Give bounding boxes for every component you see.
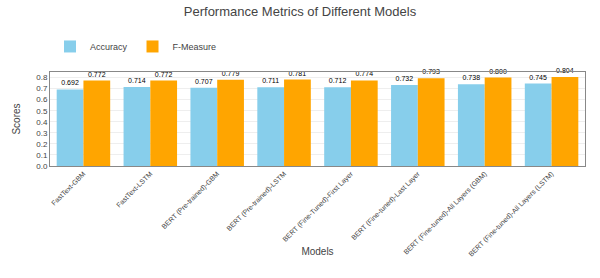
- svg-text:0.738: 0.738: [463, 74, 481, 81]
- svg-text:0.774: 0.774: [356, 70, 374, 77]
- svg-text:Scores: Scores: [11, 103, 22, 134]
- svg-text:0.707: 0.707: [195, 78, 213, 85]
- svg-text:0.800: 0.800: [489, 68, 507, 75]
- svg-text:Performance Metrics of Differe: Performance Metrics of Different Models: [184, 4, 417, 19]
- svg-text:Accuracy: Accuracy: [90, 42, 128, 52]
- svg-text:0.745: 0.745: [529, 74, 547, 81]
- svg-text:0.781: 0.781: [289, 70, 307, 77]
- svg-text:BERT (Fine-tuned)-All Layers (: BERT (Fine-tuned)-All Layers (GBM): [402, 170, 488, 256]
- svg-text:0.732: 0.732: [396, 75, 414, 82]
- svg-text:F-Measure: F-Measure: [173, 42, 217, 52]
- svg-text:0.712: 0.712: [329, 77, 347, 84]
- svg-text:0.772: 0.772: [88, 71, 106, 78]
- svg-text:0.8: 0.8: [36, 73, 48, 82]
- svg-text:BERT (Fine-tuned)-All Layers (: BERT (Fine-tuned)-All Layers (LSTM): [467, 170, 555, 258]
- svg-text:FastText-GBM: FastText-GBM: [50, 170, 87, 207]
- svg-text:0.6: 0.6: [36, 95, 48, 104]
- svg-text:Models: Models: [301, 246, 333, 257]
- svg-text:0.804: 0.804: [556, 67, 574, 74]
- svg-text:FastText-LSTM: FastText-LSTM: [115, 170, 154, 209]
- svg-text:0.692: 0.692: [61, 79, 79, 86]
- svg-text:0.779: 0.779: [222, 70, 240, 77]
- svg-text:0.711: 0.711: [262, 77, 279, 84]
- svg-text:0.3: 0.3: [36, 129, 48, 138]
- svg-text:BERT (Fine-tuned)-Last Layer: BERT (Fine-tuned)-Last Layer: [350, 170, 422, 242]
- svg-text:BERT (Fine-Tuned)-First Layer: BERT (Fine-Tuned)-First Layer: [281, 170, 355, 244]
- svg-text:0.4: 0.4: [36, 118, 48, 127]
- svg-text:0.1: 0.1: [36, 151, 48, 160]
- svg-text:BERT (Pre-trained)-GBM: BERT (Pre-trained)-GBM: [160, 170, 221, 231]
- svg-text:0.0: 0.0: [36, 162, 48, 171]
- svg-text:0.714: 0.714: [128, 77, 146, 84]
- svg-text:0.793: 0.793: [422, 68, 440, 75]
- svg-text:0.772: 0.772: [155, 71, 173, 78]
- svg-text:0.5: 0.5: [36, 106, 48, 115]
- svg-text:BERT (Pre-trained)-LSTM: BERT (Pre-trained)-LSTM: [225, 170, 288, 233]
- svg-text:0.2: 0.2: [36, 140, 48, 149]
- svg-text:0.7: 0.7: [36, 84, 48, 93]
